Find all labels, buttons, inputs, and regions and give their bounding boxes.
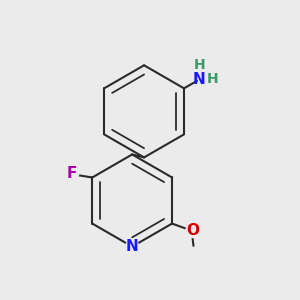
Text: H: H — [194, 58, 205, 72]
Text: F: F — [67, 167, 77, 182]
Text: H: H — [207, 72, 219, 86]
Text: N: N — [193, 72, 206, 87]
Circle shape — [65, 167, 79, 181]
Text: O: O — [186, 224, 199, 238]
Text: N: N — [126, 239, 139, 254]
Circle shape — [126, 240, 139, 253]
Circle shape — [186, 224, 199, 238]
